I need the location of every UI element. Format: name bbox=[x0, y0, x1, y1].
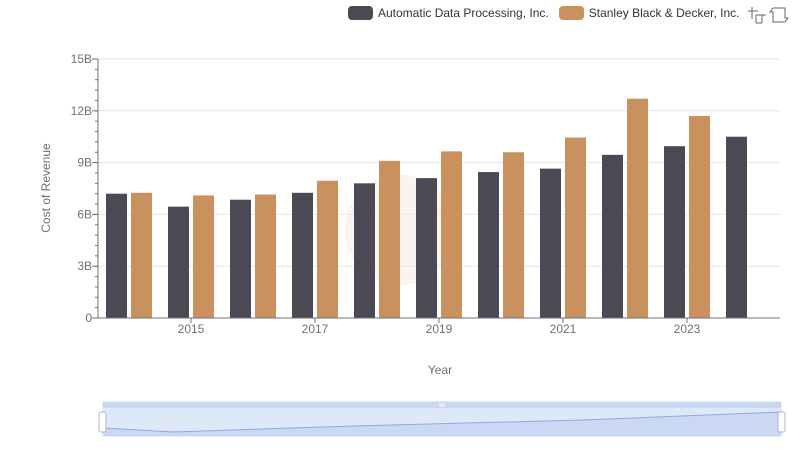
bar[interactable] bbox=[255, 194, 276, 318]
y-tick-label: 3B bbox=[77, 259, 92, 273]
y-tick-label: 15B bbox=[71, 52, 92, 66]
bar[interactable] bbox=[416, 178, 437, 318]
legend-swatch bbox=[558, 6, 584, 20]
legend-label: Stanley Black & Decker, Inc. bbox=[588, 6, 740, 20]
bar[interactable] bbox=[503, 152, 524, 318]
series-1 bbox=[131, 98, 710, 318]
bar[interactable] bbox=[441, 151, 462, 318]
x-tick-label: 2021 bbox=[550, 322, 577, 336]
x-tick-label: 2019 bbox=[426, 322, 453, 336]
x-tick-label: 2017 bbox=[302, 322, 329, 336]
x-tick-label: 2023 bbox=[674, 322, 701, 336]
y-tick-label: 12B bbox=[71, 104, 92, 118]
bar[interactable] bbox=[292, 192, 313, 318]
bar[interactable] bbox=[540, 168, 561, 318]
y-tick-label: 6B bbox=[77, 207, 92, 221]
toolbox bbox=[745, 6, 789, 24]
bar[interactable] bbox=[193, 195, 214, 318]
x-axis-title: Year bbox=[428, 363, 452, 377]
datazoom-handle-right[interactable] bbox=[777, 411, 786, 433]
datazoom-slider[interactable] bbox=[98, 401, 786, 437]
bar[interactable] bbox=[689, 115, 710, 318]
bar[interactable] bbox=[726, 136, 747, 318]
y-tick-label: 0 bbox=[85, 311, 92, 325]
datazoom-preview-line bbox=[102, 411, 782, 433]
bar[interactable] bbox=[131, 192, 152, 318]
zoom-icon[interactable] bbox=[747, 6, 767, 24]
legend-swatch bbox=[348, 6, 373, 20]
bar[interactable] bbox=[565, 137, 586, 318]
y-axis-title: Cost of Revenue bbox=[39, 143, 53, 233]
bar[interactable] bbox=[317, 180, 338, 318]
bar[interactable] bbox=[106, 193, 127, 318]
bar[interactable] bbox=[168, 206, 189, 318]
datazoom-handle-left[interactable] bbox=[98, 411, 107, 433]
bar[interactable] bbox=[379, 160, 400, 318]
legend-label: Automatic Data Processing, Inc. bbox=[378, 6, 549, 20]
legend: Automatic Data Processing, Inc. Stanley B… bbox=[348, 4, 749, 22]
restore-icon[interactable] bbox=[769, 6, 789, 24]
bar[interactable] bbox=[664, 146, 685, 318]
bar[interactable] bbox=[354, 183, 375, 318]
bar[interactable] bbox=[478, 172, 499, 318]
y-tick-label: 9B bbox=[77, 156, 92, 170]
legend-item-1[interactable]: Stanley Black & Decker, Inc. bbox=[558, 6, 740, 20]
series-0 bbox=[106, 136, 747, 318]
bar[interactable] bbox=[230, 199, 251, 318]
legend-item-0[interactable]: Automatic Data Processing, Inc. bbox=[348, 6, 549, 20]
bar[interactable] bbox=[602, 154, 623, 318]
x-tick-label: 2015 bbox=[178, 322, 205, 336]
bar[interactable] bbox=[627, 98, 648, 318]
